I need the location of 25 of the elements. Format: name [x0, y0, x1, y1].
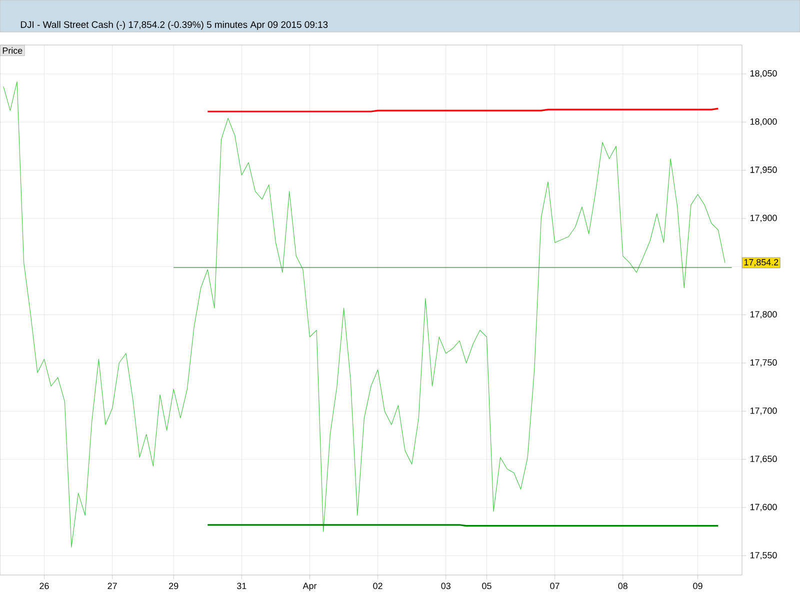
y-tick-label: 18,000: [750, 118, 777, 126]
line-series: [3, 81, 726, 548]
y-tick-label: 17,600: [750, 504, 777, 512]
text: 17,854.2: [744, 259, 778, 266]
x-tick-label: 29: [169, 582, 178, 590]
y-tick-label: 17,750: [750, 359, 777, 367]
x-tick-label: 26: [40, 582, 49, 590]
y-tick-label: 17,900: [750, 214, 777, 222]
x-tick-label: 27: [108, 582, 117, 590]
y-tick-label: 18,050: [750, 70, 777, 78]
chart-title: DJI - Wall Street Cash (-) 17,854.2 (-0.39%) 5 minutes Apr 09 2015 09:13: [20, 21, 328, 30]
y-tick-label: 17,550: [750, 552, 777, 560]
x-tick-label: 02: [373, 582, 382, 590]
y-axis-title: Price: [2, 47, 22, 54]
x-tick-label: 07: [550, 582, 560, 590]
x-tick-label: 03: [441, 582, 450, 590]
y-tick-label: 17,800: [750, 311, 777, 319]
x-tick-label: 05: [482, 582, 492, 590]
x-tick-label: 09: [693, 582, 702, 590]
x-tick-label: 31: [237, 582, 246, 590]
x-tick-label: Apr: [302, 582, 317, 591]
x-tick-label: 08: [618, 582, 628, 590]
y-tick-label: 17,950: [750, 166, 777, 174]
y-tick-label: 17,650: [750, 456, 777, 464]
y-tick-label: 17,700: [750, 407, 777, 415]
